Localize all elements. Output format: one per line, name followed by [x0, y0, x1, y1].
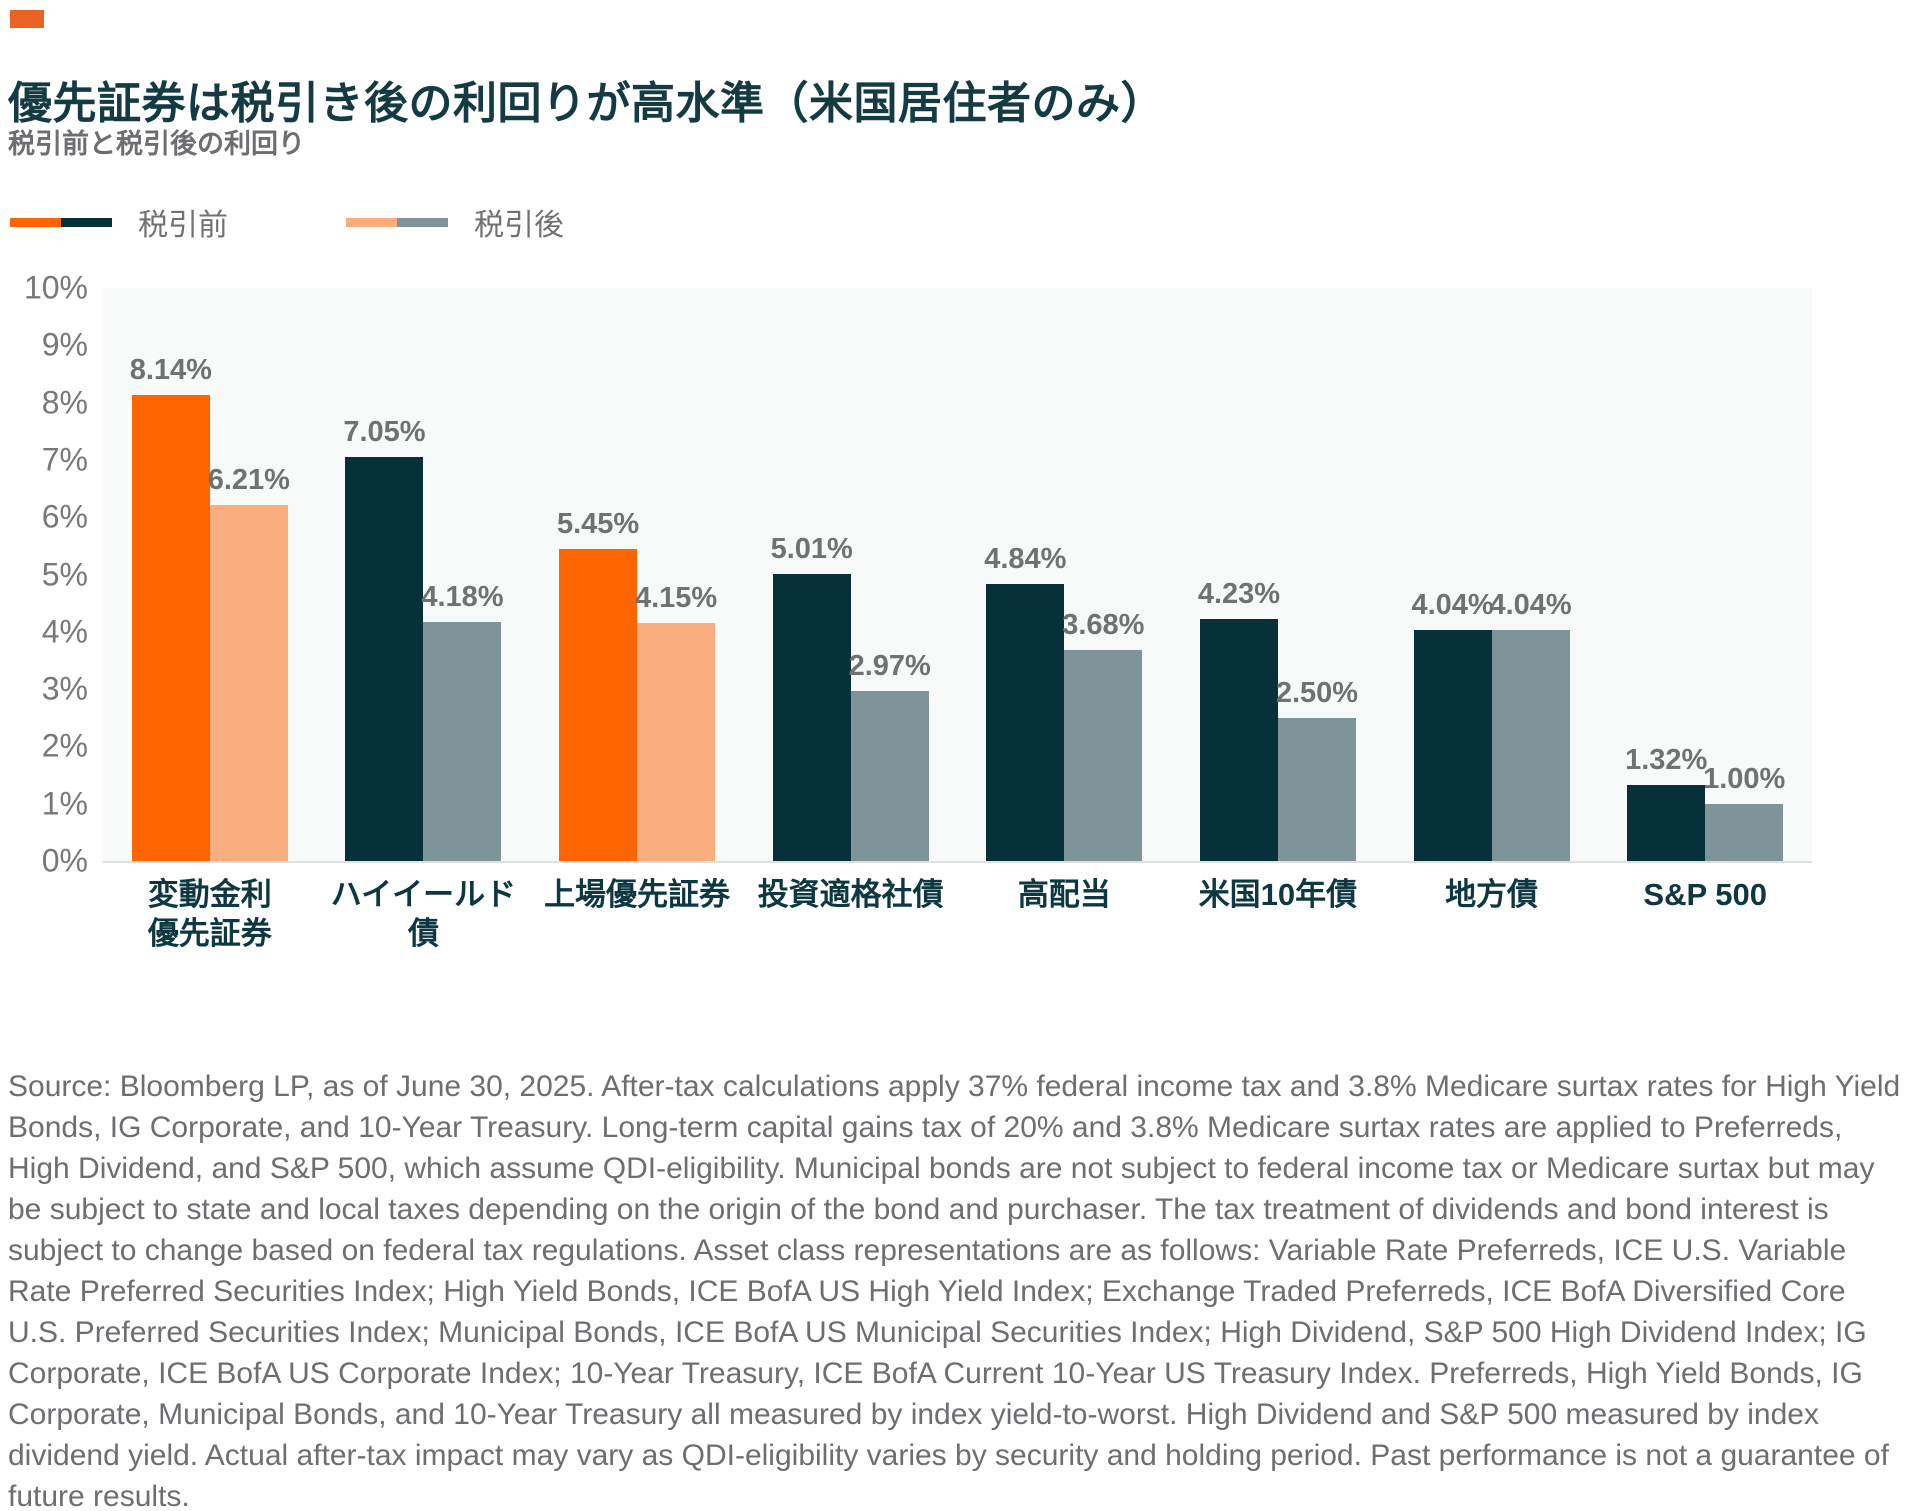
y-tick-label: 5%: [41, 556, 88, 592]
category-label: ハイイールド 債: [330, 877, 517, 951]
plot-area: 8.14% 6.21% 7.05% 4.18% 5.45% 4.15% 5.01% 2.97%…: [103, 288, 1812, 863]
y-tick-label: 7%: [41, 441, 88, 478]
value-label: 6.21%: [207, 464, 290, 497]
source-footnote: Source: Bloomberg LP, as of June 30, 202…: [8, 1070, 1901, 1511]
bar-posttax: 1.00%: [1703, 763, 1785, 861]
bar-group: 5.45% 4.15%: [530, 288, 744, 861]
legend-posttax-swatch: [346, 217, 448, 227]
bar-posttax: 2.50%: [1276, 677, 1358, 861]
bar-posttax: 4.18%: [421, 581, 504, 861]
legend-entry-pretax: 税引前: [10, 200, 228, 244]
bar-group: 4.23% 2.50%: [1171, 288, 1385, 861]
value-label: 7.05%: [343, 416, 426, 449]
legend-posttax-swatch-slate: [397, 217, 448, 227]
bar-group: 5.01% 2.97%: [744, 288, 958, 861]
y-tick-label: 6%: [41, 498, 88, 535]
value-label: 1.32%: [1625, 744, 1708, 777]
legend-pretax-swatch: [10, 217, 112, 227]
bar-pretax: 5.01%: [771, 533, 853, 861]
bar-pretax: 8.14%: [130, 354, 212, 861]
bar-pretax: 5.45%: [557, 508, 639, 861]
bar-posttax: 4.15%: [635, 582, 717, 861]
bar-pretax: 1.32%: [1625, 744, 1707, 861]
bar-posttax: 3.68%: [1062, 609, 1144, 861]
page-title: 優先証券は税引き後の利回りが高水準（米国居住者のみ）: [8, 79, 1165, 129]
y-tick-label: 10%: [23, 269, 88, 306]
bar-group: 1.32% 1.00%: [1598, 288, 1812, 861]
bar-pretax: 7.05%: [343, 416, 426, 861]
category-label: 変動金利 優先証券: [147, 877, 272, 951]
x-axis-category-labels: 変動金利 優先証券 ハイイールド 債上場優先証券 投資適格社債 高配当 米国10年債 地方…: [103, 876, 1812, 954]
brand-accent-square: [10, 10, 44, 28]
bar-pretax: 4.23%: [1198, 578, 1280, 861]
bar-group: 4.04% 4.04%: [1385, 288, 1599, 861]
value-label: 1.00%: [1703, 762, 1786, 795]
value-label: 4.18%: [421, 580, 504, 613]
bar-group: 4.84% 3.68%: [958, 288, 1172, 861]
category-label: 高配当: [1017, 877, 1111, 912]
value-label: 5.45%: [556, 507, 640, 540]
bar-group: 8.14% 6.21%: [103, 288, 317, 861]
bar-pretax: 4.04%: [1411, 589, 1494, 861]
value-label: 4.15%: [634, 582, 718, 615]
category-label: 投資適格社債: [757, 877, 944, 912]
y-tick-label: 0%: [41, 842, 88, 879]
chart-legend: 税引前 税引後: [10, 200, 564, 244]
value-label: 4.84%: [984, 542, 1067, 575]
category-label: 米国10年債: [1198, 877, 1358, 912]
value-label: 4.04%: [1489, 588, 1572, 621]
legend-posttax-label: 税引後: [474, 209, 564, 242]
bar-posttax: 2.97%: [849, 650, 931, 861]
bar-posttax: 6.21%: [208, 464, 290, 861]
legend-pretax-swatch-orange: [10, 217, 61, 227]
category-label: 地方債: [1445, 877, 1539, 912]
legend-posttax-swatch-peach: [346, 217, 397, 227]
y-tick-label: 2%: [41, 727, 88, 764]
y-tick-label: 1%: [41, 785, 88, 822]
value-label: 8.14%: [129, 353, 212, 386]
chart-subtitle: 税引前と税引後の利回り: [8, 129, 305, 159]
value-label: 5.01%: [770, 532, 853, 565]
value-label: 2.97%: [848, 649, 931, 682]
bar-pretax: 4.84%: [984, 543, 1066, 861]
value-label: 2.50%: [1275, 676, 1359, 709]
y-tick-label: 3%: [41, 670, 88, 707]
value-label: 4.23%: [1197, 577, 1281, 610]
legend-pretax-label: 税引前: [138, 209, 228, 242]
category-label: 上場優先証券: [544, 877, 731, 912]
y-axis: 0% 1% 2% 3% 4% 5% 6% 7% 8% 9% 10%: [0, 270, 88, 879]
bar-group: 7.05% 4.18%: [317, 288, 531, 861]
y-tick-label: 9%: [41, 326, 88, 363]
legend-entry-posttax: 税引後: [346, 200, 564, 244]
category-label: S&P 500: [1643, 877, 1767, 912]
y-tick-label: 8%: [41, 384, 88, 421]
legend-pretax-swatch-dark: [61, 217, 112, 227]
value-label: 4.04%: [1411, 588, 1494, 621]
bar-posttax: 4.04%: [1489, 589, 1572, 861]
value-label: 3.68%: [1062, 609, 1145, 642]
y-tick-label: 4%: [41, 613, 88, 650]
